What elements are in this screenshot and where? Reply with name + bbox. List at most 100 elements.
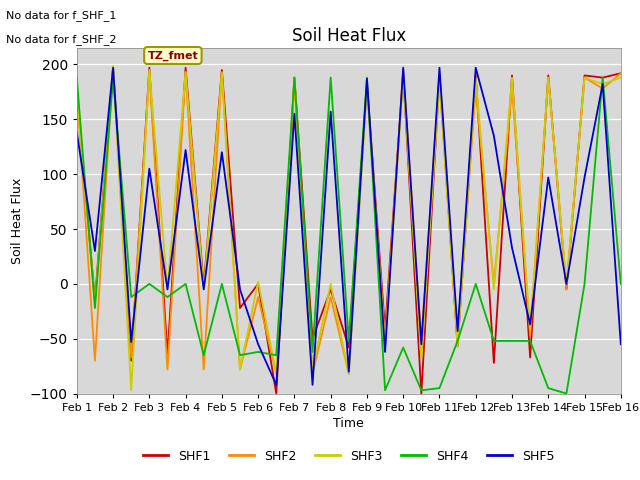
SHF1: [472, 72, 479, 78]
SHF3: [399, 75, 407, 81]
SHF4: [526, 338, 534, 344]
SHF2: [254, 294, 262, 300]
SHF1: [345, 345, 353, 350]
SHF1: [200, 283, 207, 289]
SHF3: [236, 367, 244, 372]
SHF4: [508, 338, 516, 344]
SHF5: [236, 287, 244, 292]
Title: Soil Heat Flux: Soil Heat Flux: [292, 27, 406, 45]
SHF3: [164, 287, 172, 292]
SHF4: [436, 385, 444, 391]
SHF2: [127, 355, 135, 360]
SHF4: [327, 75, 335, 81]
SHF1: [236, 305, 244, 311]
SHF2: [91, 358, 99, 363]
SHF5: [472, 65, 479, 71]
SHF4: [236, 352, 244, 358]
SHF3: [417, 356, 425, 361]
SHF1: [109, 64, 117, 70]
SHF2: [291, 80, 298, 86]
SHF3: [599, 81, 607, 87]
SHF3: [254, 279, 262, 285]
SHF1: [599, 75, 607, 81]
Legend: SHF1, SHF2, SHF3, SHF4, SHF5: SHF1, SHF2, SHF3, SHF4, SHF5: [138, 445, 560, 468]
SHF4: [273, 352, 280, 358]
Text: TZ_fmet: TZ_fmet: [147, 50, 198, 60]
SHF2: [417, 338, 425, 344]
X-axis label: Time: Time: [333, 417, 364, 430]
SHF5: [363, 76, 371, 82]
SHF5: [381, 349, 389, 355]
SHF5: [291, 111, 298, 117]
SHF1: [490, 360, 498, 366]
SHF2: [545, 75, 552, 81]
SHF2: [617, 71, 625, 76]
SHF5: [526, 322, 534, 327]
SHF1: [563, 287, 570, 292]
SHF4: [417, 387, 425, 393]
SHF3: [327, 281, 335, 287]
Text: No data for f_SHF_2: No data for f_SHF_2: [6, 34, 117, 45]
SHF4: [308, 349, 316, 355]
SHF2: [526, 333, 534, 338]
SHF2: [399, 67, 407, 73]
SHF5: [308, 382, 316, 388]
SHF5: [563, 281, 570, 287]
SHF5: [436, 65, 444, 71]
SHF4: [218, 281, 226, 287]
SHF2: [454, 338, 461, 344]
SHF4: [563, 391, 570, 396]
SHF1: [73, 89, 81, 95]
SHF2: [308, 371, 316, 377]
SHF1: [145, 65, 153, 71]
Line: SHF2: SHF2: [77, 67, 621, 374]
SHF2: [145, 69, 153, 75]
SHF3: [490, 287, 498, 292]
SHF3: [563, 281, 570, 287]
SHF3: [218, 71, 226, 76]
SHF3: [363, 86, 371, 92]
SHF2: [563, 287, 570, 292]
SHF2: [345, 371, 353, 377]
SHF4: [381, 387, 389, 393]
SHF3: [472, 75, 479, 81]
SHF5: [73, 130, 81, 135]
SHF2: [381, 338, 389, 344]
SHF3: [308, 367, 316, 372]
SHF4: [545, 385, 552, 391]
SHF5: [91, 248, 99, 254]
SHF1: [580, 72, 588, 78]
SHF1: [454, 344, 461, 349]
SHF5: [182, 147, 189, 153]
SHF3: [545, 75, 552, 81]
SHF4: [490, 338, 498, 344]
SHF1: [273, 391, 280, 396]
SHF4: [200, 352, 207, 358]
SHF2: [200, 367, 207, 372]
SHF4: [580, 281, 588, 287]
SHF5: [145, 166, 153, 171]
SHF5: [599, 81, 607, 87]
SHF2: [73, 89, 81, 95]
SHF5: [545, 175, 552, 180]
SHF1: [127, 358, 135, 363]
SHF5: [490, 133, 498, 139]
SHF4: [254, 349, 262, 355]
SHF2: [164, 367, 172, 372]
SHF2: [472, 86, 479, 92]
Line: SHF4: SHF4: [77, 78, 621, 394]
SHF1: [545, 72, 552, 78]
SHF5: [454, 328, 461, 334]
SHF1: [91, 298, 99, 303]
SHF4: [73, 75, 81, 81]
SHF3: [127, 387, 135, 393]
SHF5: [164, 287, 172, 292]
SHF1: [399, 71, 407, 76]
SHF5: [580, 175, 588, 180]
SHF3: [273, 371, 280, 377]
SHF3: [345, 371, 353, 377]
SHF5: [254, 341, 262, 347]
SHF1: [327, 287, 335, 292]
SHF4: [109, 75, 117, 81]
SHF3: [145, 67, 153, 73]
